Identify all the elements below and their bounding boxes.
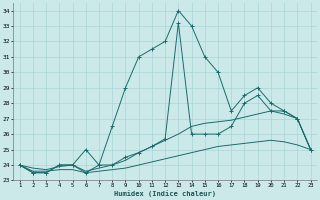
X-axis label: Humidex (Indice chaleur): Humidex (Indice chaleur) [114,190,216,197]
